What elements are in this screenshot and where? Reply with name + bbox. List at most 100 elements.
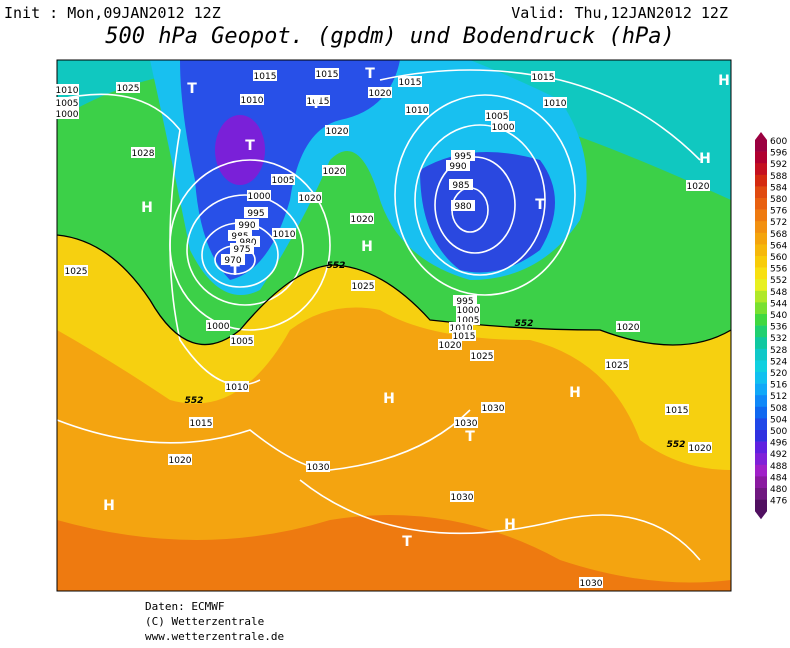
map-frame xyxy=(56,59,732,592)
isobar-label-bg xyxy=(271,174,295,185)
isobar-label-bg xyxy=(579,577,603,588)
isobar-label-bg xyxy=(446,160,470,171)
isobar-label: 1005 xyxy=(56,99,79,109)
isobar-label-bg xyxy=(451,150,475,161)
isobar-label-bg xyxy=(230,335,254,346)
legend-swatch xyxy=(755,406,767,419)
legend-swatch xyxy=(755,453,767,466)
contour-label: 552 xyxy=(515,319,534,329)
legend-label: 516 xyxy=(770,381,787,391)
legend-swatch xyxy=(755,198,767,210)
isobar-label-bg xyxy=(450,491,474,502)
field-cyan xyxy=(57,60,731,200)
isobar-label-bg xyxy=(253,70,277,81)
legend-label: 504 xyxy=(770,415,787,425)
isobar-label: 1015 xyxy=(254,72,277,82)
legend-label: 476 xyxy=(770,497,787,507)
pressure-center: H xyxy=(141,200,153,216)
isobar-label: 1020 xyxy=(689,444,712,454)
isobar-label: 1020 xyxy=(326,127,349,137)
isobar-label: 1028 xyxy=(132,149,155,159)
legend-swatch xyxy=(755,290,767,303)
contour-label: 552 xyxy=(667,440,686,450)
isobar-label: 1025 xyxy=(65,267,88,277)
contour-552 xyxy=(57,234,731,346)
isobar-label: 990 xyxy=(449,162,466,172)
pressure-center: T xyxy=(535,197,545,213)
pressure-center: H xyxy=(361,239,373,255)
pressure-center: H xyxy=(103,498,115,514)
contour-label: 552 xyxy=(185,396,204,406)
isobar-label-bg xyxy=(240,94,264,105)
isobar-label-bg xyxy=(543,97,567,108)
legend-label: 544 xyxy=(770,299,787,309)
isobar-label: 1015 xyxy=(453,332,476,342)
isobar-label-bg xyxy=(236,236,260,247)
legend-swatch xyxy=(755,476,767,489)
isobar-label: 1020 xyxy=(299,194,322,204)
isobar-label-bg xyxy=(221,254,245,265)
legend-label: 536 xyxy=(770,323,787,333)
legend-swatch xyxy=(755,256,767,268)
legend-label: 588 xyxy=(770,172,787,182)
isobar-label-bg xyxy=(481,402,505,413)
field-purple xyxy=(215,115,265,185)
isobar-label: 1020 xyxy=(439,341,462,351)
map-title: 500 hPa Geopot. (gpdm) und Bodendruck (h… xyxy=(105,24,675,49)
legend-swatch xyxy=(755,186,767,199)
isobar-label-bg xyxy=(616,321,640,332)
legend-label: 524 xyxy=(770,357,787,367)
isobar-label: 1020 xyxy=(687,182,710,192)
isobar-label-bg xyxy=(322,165,346,176)
isobar-label-bg xyxy=(449,179,473,190)
legend-label: 576 xyxy=(770,207,787,217)
isobar-label-bg xyxy=(55,97,79,108)
init-time: Init : Mon,09JAN2012 12Z xyxy=(4,4,221,22)
isobar-label-bg xyxy=(688,442,712,453)
legend-swatch xyxy=(755,163,767,176)
isobar-label: 1005 xyxy=(231,337,254,347)
legend-label: 548 xyxy=(770,288,787,298)
legend-swatch xyxy=(755,464,767,477)
isobar-label: 1010 xyxy=(406,106,429,116)
legend-label: 520 xyxy=(770,369,787,379)
isobar-label: 1015 xyxy=(399,78,422,88)
isobar-label-bg xyxy=(665,404,689,415)
contour-label: 552 xyxy=(327,261,346,271)
isobar-label: 1025 xyxy=(352,282,375,292)
isobar-label: 1020 xyxy=(323,167,346,177)
legend-swatch xyxy=(755,325,767,338)
isobar-label-bg xyxy=(55,84,79,95)
isobar-label-bg xyxy=(235,219,259,230)
isobar-label: 1015 xyxy=(666,406,689,416)
isobar-label-bg xyxy=(456,304,480,315)
isobar-label-bg xyxy=(405,104,429,115)
isobar-label-bg xyxy=(55,108,79,119)
legend-cap-top xyxy=(755,132,767,140)
legend-swatch xyxy=(755,232,767,245)
isobar-label-bg xyxy=(449,322,473,333)
isobar-label: 1015 xyxy=(316,70,339,80)
legend-swatch xyxy=(755,279,767,292)
legend-label: 572 xyxy=(770,218,787,228)
isobar-label: 1000 xyxy=(56,110,79,120)
isobar-label: 995 xyxy=(247,209,264,219)
isobar-label: 1025 xyxy=(471,352,494,362)
isobar-label-bg xyxy=(306,461,330,472)
pressure-center: T xyxy=(230,263,240,279)
legend-label: 492 xyxy=(770,450,787,460)
isobar-label: 1015 xyxy=(307,97,330,107)
isobar-label: 1020 xyxy=(369,89,392,99)
legend-label: 592 xyxy=(770,160,787,170)
isobar-label: 980 xyxy=(454,202,471,212)
isobar-label-bg xyxy=(451,200,475,211)
isobar-label-bg xyxy=(315,68,339,79)
isobar-label: 995 xyxy=(456,297,473,307)
legend-label: 488 xyxy=(770,462,787,472)
isobar-label-bg xyxy=(306,95,330,106)
legend-swatch xyxy=(755,140,767,152)
legend-label: 552 xyxy=(770,276,787,286)
isobar-label: 1000 xyxy=(457,306,480,316)
legend-swatch xyxy=(755,314,767,326)
